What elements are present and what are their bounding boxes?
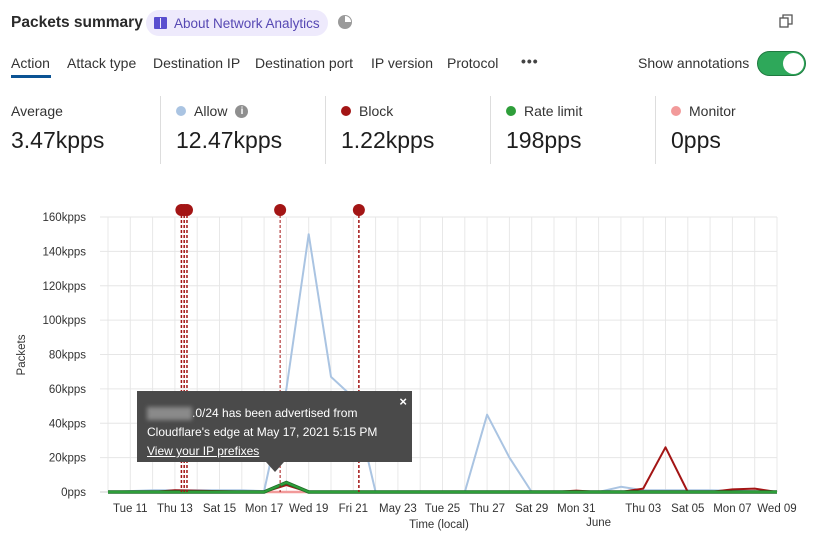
- annotation-marker[interactable]: [180, 204, 193, 216]
- block-dot-icon: [341, 106, 351, 116]
- redacted-ip: [147, 407, 192, 421]
- x-tick-label: Wed 09: [757, 503, 796, 515]
- x-tick-label: Thu 03: [625, 503, 661, 515]
- divider: [160, 96, 161, 164]
- about-network-analytics-link[interactable]: About Network Analytics: [146, 10, 328, 36]
- show-annotations-label: Show annotations: [638, 55, 750, 71]
- tab-action[interactable]: Action: [11, 55, 50, 71]
- stat-block-value: 1.22kpps: [341, 127, 435, 153]
- page-title: Packets summary: [11, 14, 143, 31]
- divider: [490, 96, 491, 164]
- stat-monitor-value: 0pps: [671, 127, 721, 153]
- monitor-dot-icon: [671, 106, 681, 116]
- tooltip-line1: .0/24 has been advertised from: [192, 406, 358, 420]
- stat-allow-label: Allow i: [176, 103, 249, 119]
- stat-allow-value: 12.47kpps: [176, 127, 283, 153]
- x-tick-label: Mon 07: [713, 503, 751, 515]
- x-tick-label: Thu 13: [157, 503, 193, 515]
- tooltip-arrow: [266, 462, 284, 472]
- x-tick-label: Thu 27: [469, 503, 505, 515]
- x-axis-label: Time (local): [409, 519, 469, 531]
- y-tick-label: 140kpps: [43, 246, 87, 258]
- y-tick-label: 20kpps: [49, 453, 86, 465]
- x-tick-label: Sat 29: [515, 503, 548, 515]
- y-tick-label: 120kpps: [43, 281, 87, 293]
- book-icon: [154, 17, 167, 29]
- tab-attack-type[interactable]: Attack type: [67, 55, 137, 71]
- tab-destination-port[interactable]: Destination port: [255, 55, 354, 71]
- annotation-marker[interactable]: [274, 204, 287, 216]
- stat-rate-limit-label: Rate limit: [506, 103, 582, 119]
- stat-average-value: 3.47kpps: [11, 127, 105, 153]
- close-icon[interactable]: ×: [399, 394, 407, 409]
- x-tick-label: Mon 31: [557, 503, 595, 515]
- pie-chart-icon[interactable]: [338, 15, 352, 29]
- x-tick-label: June: [586, 517, 611, 529]
- x-tick-label: Fri 21: [339, 503, 368, 515]
- about-label: About Network Analytics: [174, 15, 320, 31]
- stat-average-label: Average: [11, 103, 63, 119]
- x-tick-label: Tue 11: [113, 503, 148, 515]
- tab-protocol[interactable]: Protocol: [447, 55, 499, 71]
- show-annotations-toggle[interactable]: [757, 51, 806, 76]
- view-ip-prefixes-link[interactable]: View your IP prefixes: [147, 444, 260, 458]
- y-tick-label: 60kpps: [49, 384, 86, 396]
- series-line-rate-limit: [108, 481, 777, 493]
- rate-limit-dot-icon: [506, 106, 516, 116]
- y-axis-label: Packets: [16, 334, 28, 375]
- divider: [325, 96, 326, 164]
- info-icon[interactable]: i: [235, 104, 249, 118]
- x-tick-label: Mon 17: [245, 503, 283, 515]
- more-tabs-button[interactable]: •••: [521, 53, 539, 69]
- annotation-tooltip: × .0/24 has been advertised from Cloudfl…: [137, 391, 412, 462]
- y-tick-label: 80kpps: [49, 350, 86, 362]
- tooltip-line2: Cloudflare's edge at May 17, 2021 5:15 P…: [147, 425, 378, 439]
- y-tick-label: 40kpps: [49, 418, 86, 430]
- x-tick-label: Tue 25: [425, 503, 460, 515]
- y-tick-label: 160kpps: [43, 212, 87, 224]
- x-tick-label: Sat 15: [203, 503, 236, 515]
- x-tick-label: Wed 19: [289, 503, 328, 515]
- y-tick-label: 0pps: [61, 487, 86, 499]
- divider: [655, 96, 656, 164]
- active-tab-indicator: [11, 75, 51, 78]
- stat-block-label: Block: [341, 103, 393, 119]
- allow-dot-icon: [176, 106, 186, 116]
- tab-ip-version[interactable]: IP version: [371, 55, 433, 71]
- x-tick-label: Sat 05: [671, 503, 704, 515]
- stat-monitor-label: Monitor: [671, 103, 736, 119]
- annotation-marker[interactable]: [352, 204, 365, 216]
- tab-destination-ip[interactable]: Destination IP: [153, 55, 241, 71]
- y-tick-label: 100kpps: [43, 315, 87, 327]
- copy-icon[interactable]: [779, 14, 793, 28]
- stat-rate-limit-value: 198pps: [506, 127, 582, 153]
- x-tick-label: May 23: [379, 503, 417, 515]
